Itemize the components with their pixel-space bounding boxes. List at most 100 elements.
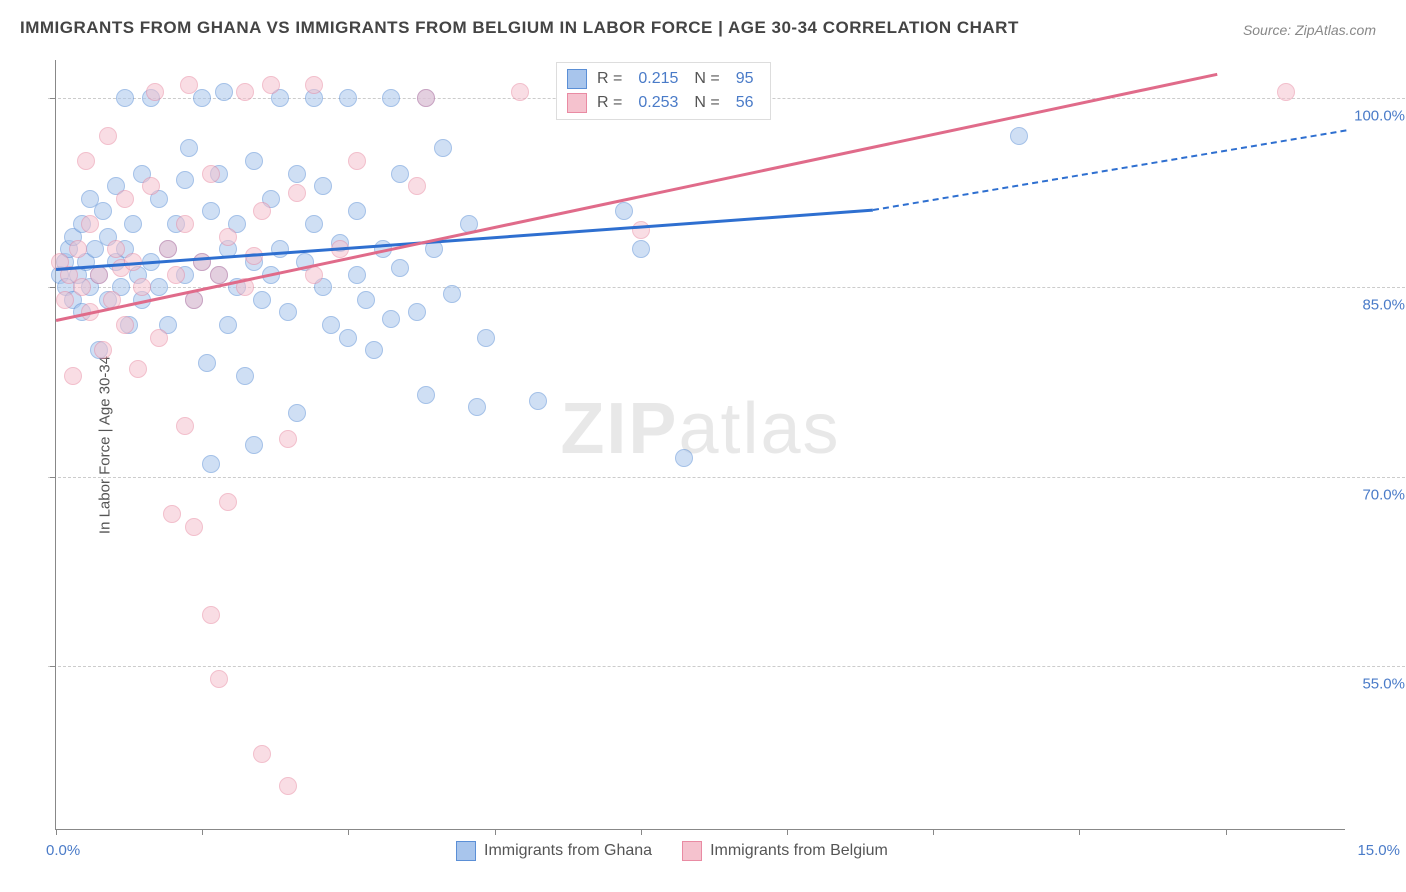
data-point-ghana [116,89,134,107]
chart-title: IMMIGRANTS FROM GHANA VS IMMIGRANTS FROM… [20,18,1019,38]
gridline [48,477,1405,478]
data-point-belgium [176,215,194,233]
legend-swatch-ghana [456,841,476,861]
data-point-ghana [202,202,220,220]
data-point-belgium [146,83,164,101]
data-point-ghana [477,329,495,347]
r-value-belgium: 0.253 [638,94,678,112]
data-point-belgium [202,606,220,624]
data-point-belgium [305,76,323,94]
chart-plot-area: In Labor Force | Age 30-34 55.0%70.0%85.… [55,60,1345,830]
x-tick [495,829,496,835]
data-point-belgium [253,202,271,220]
source-attribution: Source: ZipAtlas.com [1243,22,1376,38]
data-point-ghana [382,310,400,328]
data-point-belgium [348,152,366,170]
data-point-belgium [193,253,211,271]
legend-item-ghana: Immigrants from Ghana [456,841,652,861]
data-point-belgium [116,316,134,334]
data-point-ghana [215,83,233,101]
data-point-belgium [150,329,168,347]
data-point-ghana [271,240,289,258]
y-tick-label: 70.0% [1354,486,1405,503]
legend-swatch-belgium [567,93,587,113]
x-tick [56,829,57,835]
data-point-ghana [468,398,486,416]
r-label: R = [597,70,622,88]
n-label: N = [694,94,719,112]
data-point-ghana [348,202,366,220]
data-point-ghana [176,171,194,189]
watermark-bold: ZIP [560,389,678,469]
x-tick [1226,829,1227,835]
data-point-ghana [245,152,263,170]
y-tick [50,287,56,288]
data-point-ghana [391,165,409,183]
data-point-belgium [77,152,95,170]
data-point-ghana [434,139,452,157]
data-point-ghana [322,316,340,334]
n-value-ghana: 95 [736,70,754,88]
y-tick [50,98,56,99]
data-point-belgium [167,266,185,284]
data-point-ghana [417,386,435,404]
data-point-ghana [339,89,357,107]
data-point-ghana [305,215,323,233]
n-label: N = [694,70,719,88]
data-point-ghana [443,285,461,303]
data-point-ghana [124,215,142,233]
data-point-belgium [1277,83,1295,101]
n-value-belgium: 56 [736,94,754,112]
data-point-ghana [288,404,306,422]
data-point-belgium [180,76,198,94]
data-point-belgium [288,184,306,202]
data-point-ghana [288,165,306,183]
data-point-belgium [236,83,254,101]
x-tick [641,829,642,835]
data-point-belgium [163,505,181,523]
data-point-belgium [64,367,82,385]
data-point-belgium [99,127,117,145]
data-point-belgium [116,190,134,208]
data-point-ghana [382,89,400,107]
legend-swatch-belgium [682,841,702,861]
data-point-ghana [279,303,297,321]
watermark: ZIPatlas [560,388,840,470]
x-tick [1079,829,1080,835]
x-axis-min-label: 0.0% [46,842,80,859]
y-tick [50,477,56,478]
x-tick [933,829,934,835]
legend-row-belgium: R = 0.253 N = 56 [567,91,760,115]
data-point-belgium [279,777,297,795]
x-tick [202,829,203,835]
data-point-belgium [90,266,108,284]
data-point-ghana [1010,127,1028,145]
data-point-belgium [219,493,237,511]
data-point-ghana [529,392,547,410]
data-point-belgium [176,417,194,435]
y-tick-label: 85.0% [1354,297,1405,314]
data-point-belgium [133,278,151,296]
data-point-belgium [417,89,435,107]
data-point-belgium [305,266,323,284]
data-point-belgium [159,240,177,258]
data-point-ghana [615,202,633,220]
y-axis-title: In Labor Force | Age 30-34 [97,355,114,533]
data-point-ghana [219,316,237,334]
data-point-ghana [193,89,211,107]
y-tick [50,666,56,667]
data-point-belgium [129,360,147,378]
watermark-light: atlas [678,389,840,469]
data-point-ghana [236,367,254,385]
data-point-ghana [180,139,198,157]
x-tick [787,829,788,835]
data-point-belgium [185,518,203,536]
x-tick [348,829,349,835]
y-tick-label: 100.0% [1346,107,1405,124]
data-point-belgium [56,291,74,309]
series-legend: Immigrants from Ghana Immigrants from Be… [456,841,888,861]
data-point-belgium [210,266,228,284]
legend-label-belgium: Immigrants from Belgium [710,842,888,860]
data-point-belgium [262,76,280,94]
data-point-belgium [253,745,271,763]
